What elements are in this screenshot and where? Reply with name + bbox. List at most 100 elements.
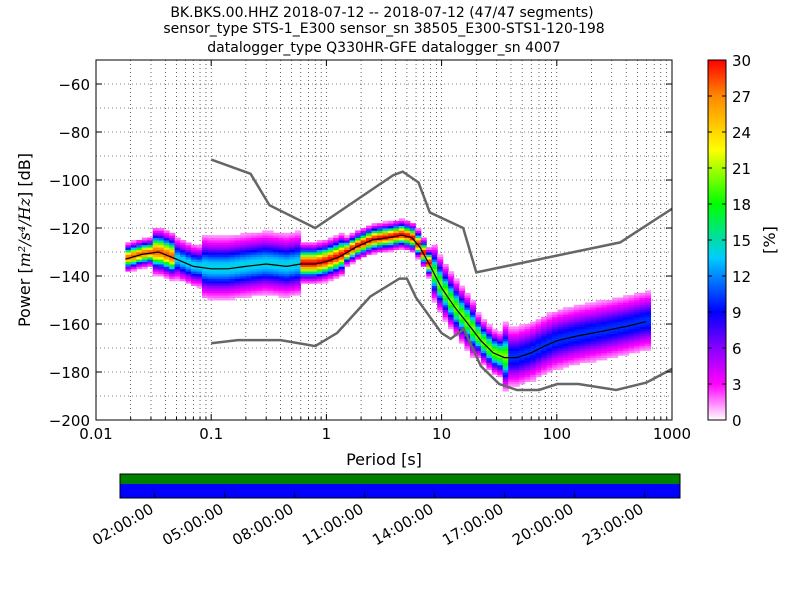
pdf-cell xyxy=(284,261,291,265)
pdf-cell xyxy=(256,240,263,243)
y-tick-label: −160 xyxy=(49,316,90,334)
pdf-cell xyxy=(141,259,148,262)
pdf-cell xyxy=(267,235,274,238)
pdf-cell xyxy=(245,283,252,286)
pdf-cell xyxy=(634,304,641,308)
pdf-cell xyxy=(212,280,219,284)
pdf-cell xyxy=(595,345,602,349)
pdf-cell xyxy=(459,324,466,327)
pdf-cell xyxy=(464,345,471,349)
pdf-cell xyxy=(223,264,230,267)
pdf-cell xyxy=(196,244,203,248)
pdf-cell xyxy=(606,314,613,318)
pdf-cell xyxy=(240,295,247,298)
pdf-cell xyxy=(322,240,329,243)
pdf-cell xyxy=(431,297,438,301)
pdf-cell xyxy=(464,314,471,318)
pdf-cell xyxy=(464,328,471,332)
pdf-cell xyxy=(606,352,613,356)
pdf-cell xyxy=(535,319,542,322)
pdf-cell xyxy=(584,343,591,346)
pdf-cell xyxy=(519,336,526,339)
pdf-cell xyxy=(289,240,296,243)
pdf-cell xyxy=(508,367,515,370)
pdf-cell xyxy=(634,300,641,303)
pdf-cell xyxy=(579,338,586,342)
pdf-cell xyxy=(147,254,154,258)
pdf-cell xyxy=(431,290,438,294)
pdf-cell xyxy=(311,242,318,246)
pdf-cell xyxy=(169,268,176,272)
pdf-cell xyxy=(256,252,263,255)
pdf-cell xyxy=(475,338,482,342)
pdf-cell xyxy=(234,288,241,291)
pdf-cell xyxy=(169,249,176,253)
pdf-cell xyxy=(245,273,252,277)
pdf-cell xyxy=(229,273,236,277)
pdf-cell xyxy=(229,254,236,258)
pdf-cell xyxy=(595,350,602,354)
pdf-cell xyxy=(491,345,498,349)
pdf-cell xyxy=(147,261,154,265)
pdf-cell xyxy=(251,256,258,260)
pdf-cell xyxy=(223,247,230,250)
pdf-cell xyxy=(136,266,143,270)
pdf-cell xyxy=(562,314,570,318)
pdf-cell xyxy=(382,242,389,246)
pdf-cell xyxy=(355,252,362,255)
pdf-cell xyxy=(502,348,509,351)
pdf-cell xyxy=(612,312,619,315)
pdf-cell xyxy=(289,280,296,284)
pdf-cell xyxy=(426,247,433,250)
pdf-cell xyxy=(491,331,498,334)
pdf-cell xyxy=(344,237,351,241)
pdf-cell xyxy=(234,256,241,260)
pdf-cell xyxy=(491,372,498,375)
pdf-cell xyxy=(316,244,323,248)
pdf-cell xyxy=(256,242,263,246)
pdf-cell xyxy=(546,331,553,334)
pdf-cell xyxy=(541,333,548,337)
pdf-cell xyxy=(617,312,624,315)
pdf-cell xyxy=(524,338,531,342)
pdf-cell xyxy=(524,374,531,378)
pdf-cell xyxy=(606,348,613,351)
pdf-cell xyxy=(491,336,498,339)
pdf-cell xyxy=(606,304,613,308)
pdf-cell xyxy=(497,343,504,346)
pdf-cell xyxy=(530,355,537,358)
pdf-cell xyxy=(284,278,291,282)
pdf-cell xyxy=(530,374,537,378)
pdf-cell xyxy=(513,336,520,339)
pdf-cell xyxy=(212,297,219,301)
plot-frame xyxy=(95,59,673,421)
pdf-cell xyxy=(245,232,252,236)
pdf-cell xyxy=(634,309,641,313)
pdf-cell xyxy=(486,336,493,339)
pdf-cell xyxy=(267,288,274,291)
pdf-cell xyxy=(180,240,187,243)
pdf-cell xyxy=(415,232,422,236)
pdf-cell xyxy=(524,324,531,327)
pdf-cell xyxy=(289,235,296,238)
pdf-cell xyxy=(552,314,559,318)
pdf-cell xyxy=(437,268,444,272)
pdf-cell xyxy=(464,304,471,308)
pdf-cell xyxy=(256,271,263,274)
pdf-cell xyxy=(448,307,455,310)
pdf-cell xyxy=(212,244,219,248)
pdf-cell xyxy=(634,345,641,349)
pdf-cell xyxy=(606,324,613,327)
pdf-cell xyxy=(464,300,471,303)
pdf-cell xyxy=(606,321,613,325)
pdf-cell xyxy=(311,261,318,265)
pdf-cell xyxy=(229,242,236,246)
pdf-cell xyxy=(644,333,652,337)
pdf-cell xyxy=(169,278,176,282)
pdf-cell xyxy=(513,340,520,344)
pdf-cell xyxy=(240,292,247,296)
pdf-cell xyxy=(601,355,608,358)
pdf-cell xyxy=(601,345,608,349)
pdf-cell xyxy=(152,268,159,272)
pdf-cell xyxy=(338,244,345,248)
